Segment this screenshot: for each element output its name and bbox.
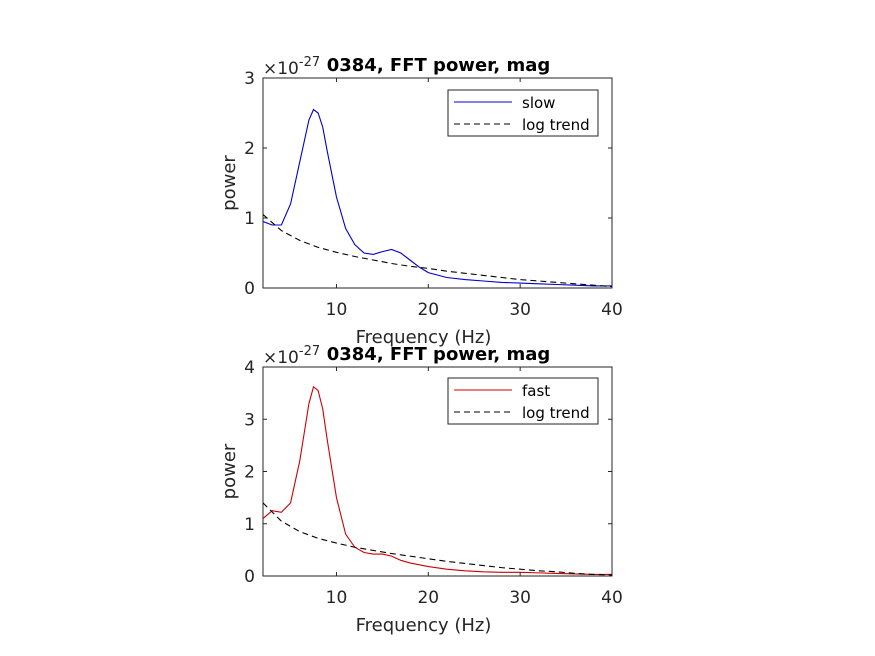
y-tick-label: 1 xyxy=(244,515,255,535)
legend-label: fast xyxy=(522,382,550,400)
x-axis-label: Frequency (Hz) xyxy=(356,615,492,636)
x-tick-label: 40 xyxy=(601,300,623,320)
x-tick-label: 30 xyxy=(509,588,531,608)
legend-box xyxy=(447,89,599,137)
y-tick-label: 2 xyxy=(244,139,255,159)
y-tick-label: 3 xyxy=(244,410,255,430)
x-tick-label: 10 xyxy=(326,588,348,608)
y-exponent-label: ×10-27 xyxy=(263,344,320,368)
chart-title: 0384, FFT power, mag xyxy=(327,55,551,76)
legend-label: slow xyxy=(522,94,555,112)
y-tick-label: 0 xyxy=(244,279,255,299)
series-line-fast xyxy=(263,385,612,575)
y-axis-label: power xyxy=(219,155,240,211)
y-tick-label: 4 xyxy=(244,358,255,378)
y-exponent-label: ×10-27 xyxy=(263,55,320,79)
series-line-log-trend xyxy=(263,214,612,288)
x-tick-label: 10 xyxy=(326,300,348,320)
series-group xyxy=(263,385,612,576)
x-tick-label: 30 xyxy=(509,300,531,320)
chart-panel-2: 10 20 30 40 0 1 2 3 4 ×10-27 0384, FFT power, mag F… xyxy=(219,344,623,636)
series-line-log-trend xyxy=(263,502,612,576)
y-tick-label: 0 xyxy=(244,567,255,587)
x-axis-label: Frequency (Hz) xyxy=(356,327,492,348)
chart-panel-1: 10 20 30 40 0 1 2 3 ×10-27 0384, FFT power, mag Fr… xyxy=(219,55,623,348)
chart-title: 0384, FFT power, mag xyxy=(327,344,551,365)
legend: slow log trend xyxy=(447,89,599,137)
legend: fast log trend xyxy=(447,377,599,425)
y-axis-label: power xyxy=(219,443,240,499)
series-group xyxy=(263,108,612,288)
x-tick-label: 20 xyxy=(417,588,439,608)
series-line-slow xyxy=(263,108,612,287)
x-tick-label: 40 xyxy=(601,588,623,608)
legend-label: log trend xyxy=(522,116,590,134)
legend-label: log trend xyxy=(522,404,590,422)
y-tick-label: 2 xyxy=(244,463,255,483)
legend-box xyxy=(447,377,599,425)
y-tick-label: 3 xyxy=(244,69,255,89)
y-tick-label: 1 xyxy=(244,209,255,229)
x-tick-label: 20 xyxy=(417,300,439,320)
